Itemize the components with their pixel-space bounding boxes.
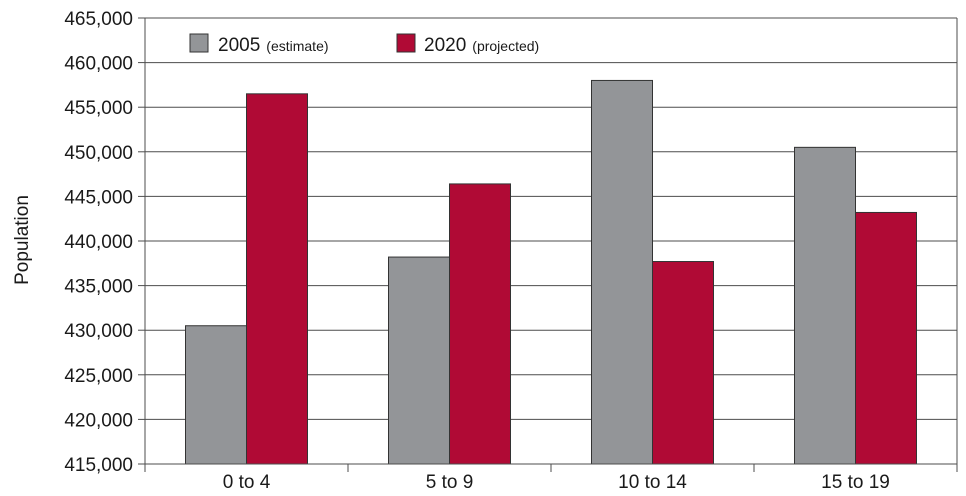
x-tick-label: 0 to 4: [223, 472, 271, 493]
y-tick-label: 455,000: [64, 98, 133, 119]
bar-2020-3: [855, 211, 917, 465]
y-tick-label: 450,000: [64, 143, 133, 164]
bars: [185, 79, 917, 465]
bar-2005-1: [388, 256, 450, 465]
y-tick-label: 420,000: [64, 410, 133, 431]
y-tick-label: 415,000: [64, 455, 133, 476]
bar-2020-1: [449, 183, 511, 465]
y-tick-label: 445,000: [64, 187, 133, 208]
legend: 2005 (estimate) 2020 (projected): [189, 33, 539, 56]
bar-2005-2: [591, 79, 653, 465]
y-tick-label: 435,000: [64, 277, 133, 298]
bar-2005-0: [185, 325, 247, 465]
bar-2020-2: [652, 261, 714, 465]
x-tick-label: 15 to 19: [821, 472, 890, 493]
y-tick-label: 440,000: [64, 232, 133, 253]
y-tick-label: 425,000: [64, 366, 133, 387]
y-tick-label: 465,000: [64, 9, 133, 30]
y-axis-title: Population: [12, 195, 33, 285]
legend-label-2005: 2005 (estimate): [218, 35, 329, 56]
y-tick-label: 460,000: [64, 54, 133, 75]
bar-2005-3: [794, 146, 856, 465]
legend-swatch-2005: [189, 33, 209, 53]
legend-label-2020: 2020 (projected): [424, 35, 539, 56]
x-tick-labels: 0 to 4 5 to 9 10 to 14 15 to 19: [223, 472, 890, 493]
y-tick-labels: 415,000 420,000 425,000 430,000 435,000 440,0…: [64, 9, 145, 476]
y-tick-label: 430,000: [64, 321, 133, 342]
x-tick-label: 5 to 9: [426, 472, 474, 493]
bar-2020-0: [246, 93, 308, 465]
x-tick-label: 10 to 14: [618, 472, 687, 493]
legend-swatch-2020: [396, 33, 416, 53]
